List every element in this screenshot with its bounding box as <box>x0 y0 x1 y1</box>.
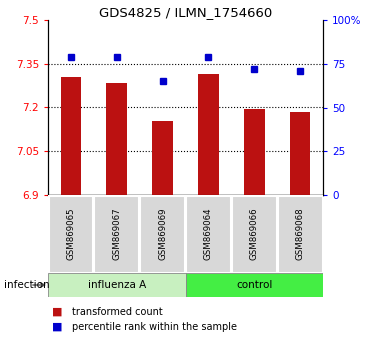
Bar <box>232 195 277 273</box>
Bar <box>278 195 322 273</box>
Bar <box>186 195 231 273</box>
Text: control: control <box>236 280 272 290</box>
Text: influenza A: influenza A <box>88 280 146 290</box>
Text: GSM869067: GSM869067 <box>112 208 121 260</box>
Bar <box>60 77 81 195</box>
Text: ■: ■ <box>52 322 62 332</box>
Bar <box>198 74 219 195</box>
Text: ■: ■ <box>52 307 62 317</box>
Text: GSM869069: GSM869069 <box>158 208 167 260</box>
Bar <box>186 273 323 297</box>
Text: infection: infection <box>4 280 49 290</box>
Bar <box>140 195 185 273</box>
Text: transformed count: transformed count <box>72 307 163 317</box>
Bar <box>49 195 93 273</box>
Bar <box>152 121 173 195</box>
Bar <box>290 112 311 195</box>
Text: GSM869068: GSM869068 <box>296 208 305 260</box>
Text: GSM869066: GSM869066 <box>250 208 259 260</box>
Bar <box>94 195 139 273</box>
Title: GDS4825 / ILMN_1754660: GDS4825 / ILMN_1754660 <box>99 6 272 19</box>
Text: percentile rank within the sample: percentile rank within the sample <box>72 322 237 332</box>
Bar <box>244 109 265 195</box>
Text: GSM869065: GSM869065 <box>66 208 75 260</box>
Text: GSM869064: GSM869064 <box>204 208 213 260</box>
Bar <box>106 83 127 195</box>
Bar <box>48 273 186 297</box>
